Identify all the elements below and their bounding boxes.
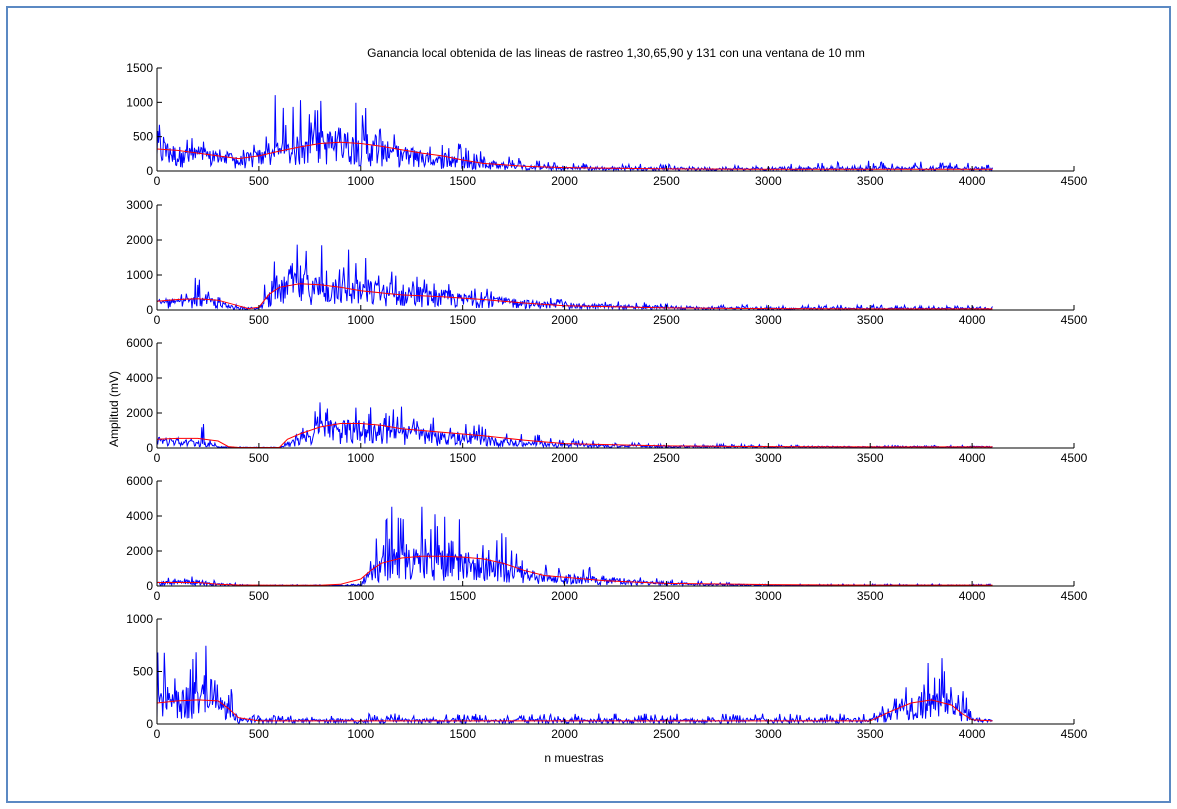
y-tick-label: 500 (133, 130, 153, 144)
x-tick-label: 1000 (347, 589, 374, 603)
x-tick-label: 1000 (347, 174, 374, 188)
y-tick-label: 6000 (126, 336, 153, 350)
x-axis-label: n muestras (544, 751, 603, 765)
x-tick-label: 4500 (1061, 174, 1088, 188)
y-tick-label: 1500 (126, 61, 153, 75)
x-tick-label: 4500 (1061, 727, 1088, 741)
x-tick-label: 2500 (653, 589, 680, 603)
x-tick-label: 3500 (857, 589, 884, 603)
y-axis-label: Amplitud (mV) (107, 371, 121, 447)
x-tick-label: 3500 (857, 451, 884, 465)
x-tick-label: 3000 (755, 727, 782, 741)
x-tick-label: 0 (154, 174, 161, 188)
subplot-5: 0 500 1000 1500 2000 2500 3000 3500 4000 4500 0 500… (126, 612, 1087, 741)
x-tick-label: 0 (154, 451, 161, 465)
y-tick-label: 0 (146, 164, 153, 178)
x-tick-label: 2000 (551, 174, 578, 188)
y-tick-label: 2000 (126, 544, 153, 558)
envelope-line (156, 283, 993, 310)
x-tick-label: 2500 (653, 174, 680, 188)
x-tick-label: 4000 (959, 589, 986, 603)
x-tick-label: 500 (249, 451, 269, 465)
x-tick-label: 3000 (755, 313, 782, 327)
y-tick-label: 1000 (126, 612, 153, 626)
x-tick-label: 1000 (347, 727, 374, 741)
signal-line (156, 95, 993, 173)
chart-title: Ganancia local obtenida de las lineas de… (367, 46, 865, 60)
x-tick-label: 500 (249, 174, 269, 188)
y-tick-label: 0 (146, 579, 153, 593)
y-tick-label: 0 (146, 441, 153, 455)
x-tick-label: 3000 (755, 451, 782, 465)
x-tick-label: 2000 (551, 451, 578, 465)
signal-line (156, 506, 993, 588)
y-tick-label: 2000 (126, 406, 153, 420)
y-tick-label: 4000 (126, 509, 153, 523)
x-tick-label: 1000 (347, 451, 374, 465)
x-tick-label: 1500 (449, 727, 476, 741)
x-tick-label: 0 (154, 313, 161, 327)
x-tick-label: 2000 (551, 589, 578, 603)
x-tick-label: 500 (249, 313, 269, 327)
y-tick-label: 6000 (126, 474, 153, 488)
y-tick-label: 500 (133, 665, 153, 679)
x-tick-label: 2500 (653, 313, 680, 327)
subplot-3: 0 500 1000 1500 2000 2500 3000 3500 4000 4500 0 200… (126, 336, 1087, 465)
y-tick-label: 1000 (126, 95, 153, 109)
x-tick-label: 4000 (959, 727, 986, 741)
y-tick-label: 0 (146, 717, 153, 731)
y-tick-label: 0 (146, 303, 153, 317)
x-tick-label: 4000 (959, 451, 986, 465)
x-tick-label: 4500 (1061, 451, 1088, 465)
x-tick-label: 500 (249, 727, 269, 741)
x-tick-label: 0 (154, 589, 161, 603)
envelope-line (156, 423, 993, 448)
x-tick-label: 1500 (449, 589, 476, 603)
subplot-1: 0 500 1000 1500 2000 2500 3000 3500 4000 4500 0 500… (126, 61, 1087, 188)
envelope-line (157, 555, 993, 586)
x-tick-label: 4000 (959, 174, 986, 188)
subplot-2: 0 500 1000 1500 2000 2500 3000 3500 4000 4500 0 100… (126, 198, 1087, 327)
y-tick-label: 2000 (126, 233, 153, 247)
signal-line (156, 402, 993, 450)
x-tick-label: 3500 (857, 174, 884, 188)
envelope-line (156, 141, 993, 170)
x-tick-label: 1500 (449, 174, 476, 188)
x-tick-label: 2000 (551, 313, 578, 327)
x-tick-label: 1500 (449, 313, 476, 327)
x-tick-label: 2500 (653, 451, 680, 465)
figure-frame (6, 6, 1171, 803)
y-tick-label: 4000 (126, 371, 153, 385)
x-tick-label: 3000 (755, 589, 782, 603)
x-tick-label: 500 (249, 589, 269, 603)
x-tick-label: 0 (154, 727, 161, 741)
signal-line (156, 244, 993, 312)
x-tick-label: 3000 (755, 174, 782, 188)
subplots: 0 500 1000 1500 2000 2500 3000 3500 4000 4500 0 500… (126, 61, 1087, 741)
subplot-4: 0 500 1000 1500 2000 2500 3000 3500 4000 4500 0 200… (126, 474, 1087, 603)
x-tick-label: 4500 (1061, 589, 1088, 603)
y-tick-label: 1000 (126, 268, 153, 282)
x-tick-label: 2000 (551, 727, 578, 741)
x-tick-label: 3500 (857, 727, 884, 741)
signal-line (156, 645, 993, 726)
x-tick-label: 3500 (857, 313, 884, 327)
x-tick-label: 1000 (347, 313, 374, 327)
x-tick-label: 1500 (449, 451, 476, 465)
y-tick-label: 3000 (126, 198, 153, 212)
x-tick-label: 4000 (959, 313, 986, 327)
x-tick-label: 2500 (653, 727, 680, 741)
x-tick-label: 4500 (1061, 313, 1088, 327)
